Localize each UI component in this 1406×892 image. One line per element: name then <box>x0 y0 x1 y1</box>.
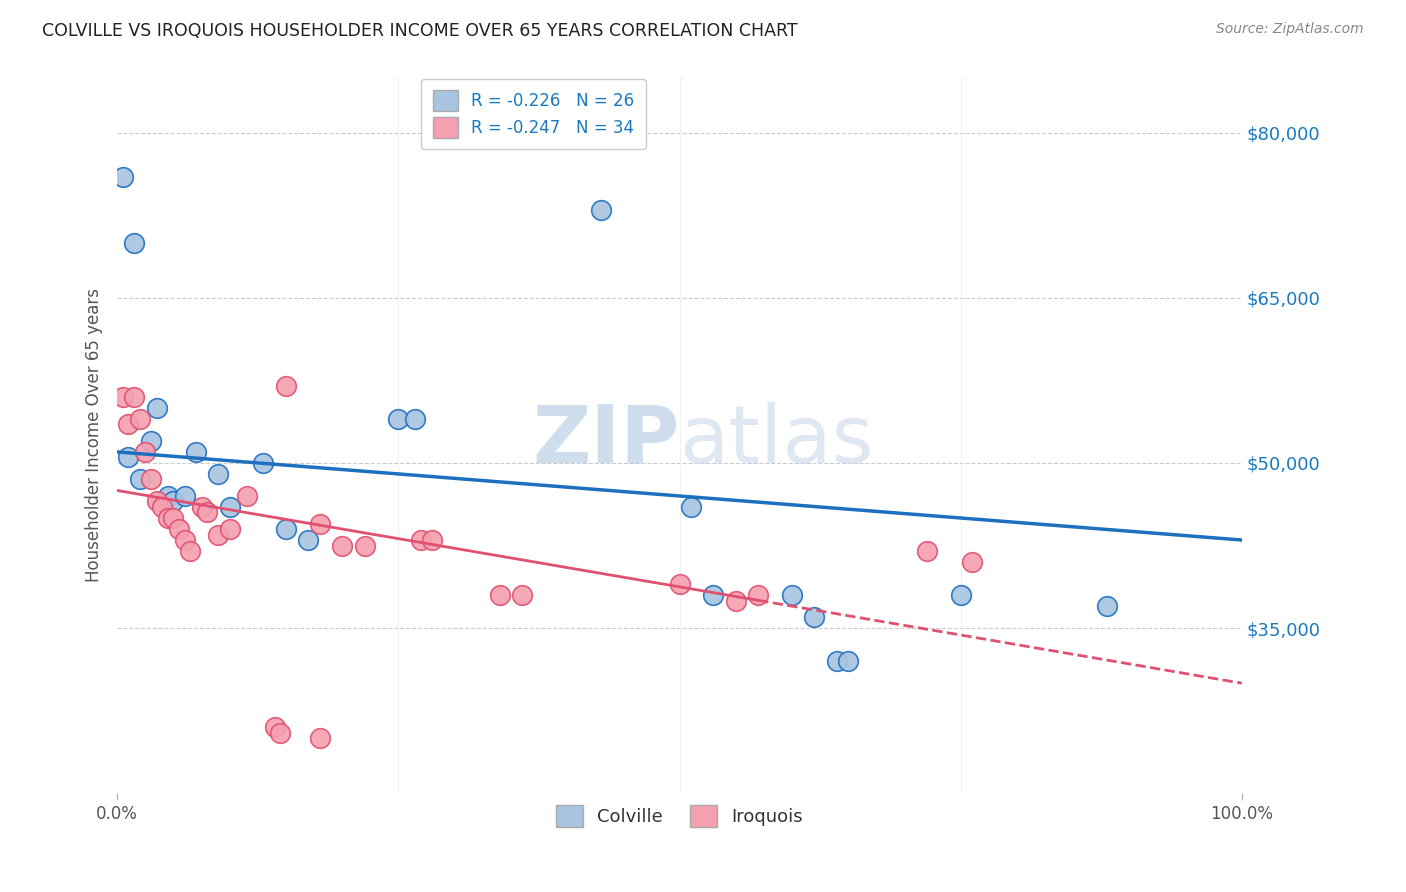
Point <box>915 544 938 558</box>
Point <box>128 412 150 426</box>
Point <box>150 500 173 514</box>
Point <box>111 169 134 184</box>
Point <box>668 577 690 591</box>
Point <box>269 725 291 739</box>
Point <box>274 522 297 536</box>
Point <box>274 379 297 393</box>
Point <box>780 588 803 602</box>
Point <box>308 516 330 531</box>
Point <box>679 500 702 514</box>
Point <box>207 467 229 481</box>
Point <box>235 489 257 503</box>
Point <box>117 450 139 465</box>
Text: ZIP: ZIP <box>533 402 679 480</box>
Point <box>145 494 167 508</box>
Point <box>404 412 426 426</box>
Point <box>1095 599 1118 613</box>
Point <box>167 522 190 536</box>
Point <box>252 456 274 470</box>
Point <box>179 544 201 558</box>
Point <box>139 473 162 487</box>
Point <box>111 390 134 404</box>
Point <box>353 539 375 553</box>
Point <box>128 473 150 487</box>
Y-axis label: Householder Income Over 65 years: Householder Income Over 65 years <box>86 288 103 582</box>
Point <box>297 533 319 547</box>
Point <box>218 522 240 536</box>
Point <box>263 720 285 734</box>
Point <box>173 489 195 503</box>
Point <box>218 500 240 514</box>
Point <box>420 533 443 547</box>
Point <box>122 390 145 404</box>
Point <box>195 506 218 520</box>
Text: Source: ZipAtlas.com: Source: ZipAtlas.com <box>1216 22 1364 37</box>
Point <box>308 731 330 746</box>
Legend: Colville, Iroquois: Colville, Iroquois <box>548 798 810 834</box>
Point <box>117 417 139 432</box>
Point <box>139 434 162 448</box>
Point <box>488 588 510 602</box>
Point <box>825 654 848 668</box>
Point <box>134 445 156 459</box>
Point <box>330 539 353 553</box>
Point <box>409 533 432 547</box>
Point <box>724 593 747 607</box>
Point <box>837 654 859 668</box>
Point <box>747 588 769 602</box>
Point <box>949 588 972 602</box>
Point <box>510 588 533 602</box>
Point <box>122 235 145 250</box>
Point <box>190 500 212 514</box>
Point <box>162 511 184 525</box>
Point <box>156 511 179 525</box>
Point <box>207 527 229 541</box>
Point <box>387 412 409 426</box>
Point <box>589 202 612 217</box>
Point <box>162 494 184 508</box>
Point <box>803 610 825 624</box>
Point <box>960 555 983 569</box>
Point <box>702 588 724 602</box>
Point <box>173 533 195 547</box>
Point <box>145 401 167 415</box>
Text: atlas: atlas <box>679 402 875 480</box>
Text: COLVILLE VS IROQUOIS HOUSEHOLDER INCOME OVER 65 YEARS CORRELATION CHART: COLVILLE VS IROQUOIS HOUSEHOLDER INCOME … <box>42 22 797 40</box>
Point <box>184 445 207 459</box>
Point <box>156 489 179 503</box>
